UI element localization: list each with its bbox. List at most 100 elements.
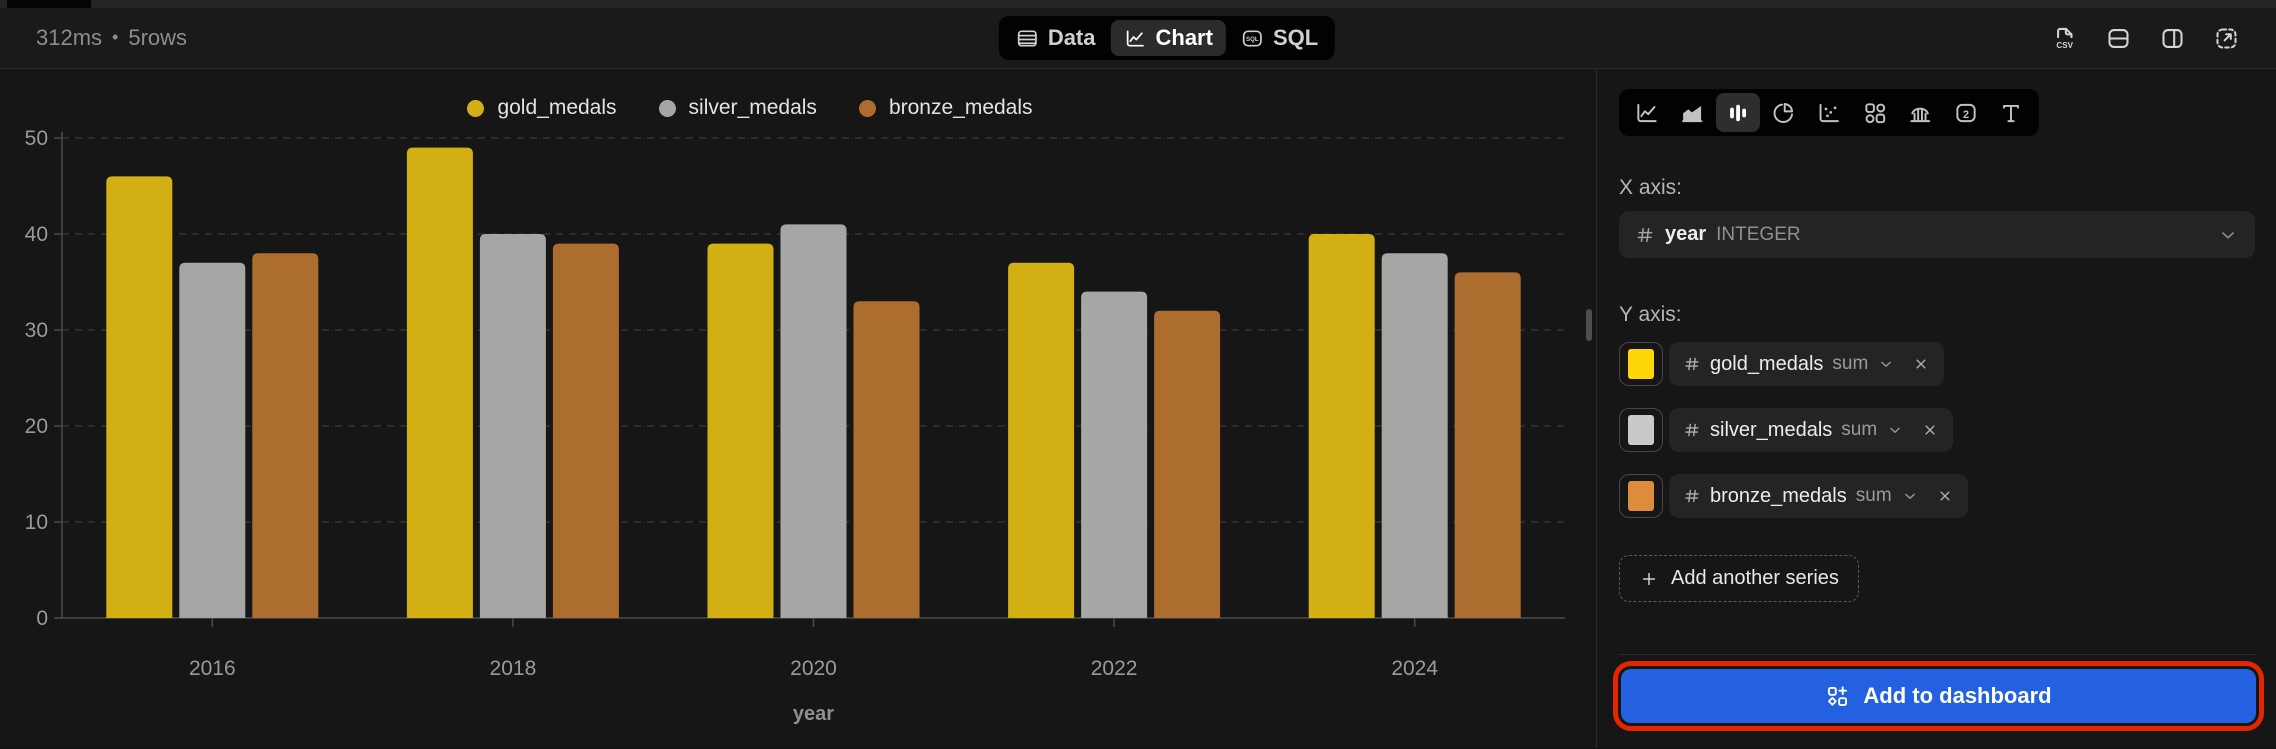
tab-label: SQL bbox=[1272, 25, 1319, 50]
panel-divider bbox=[1619, 654, 2255, 655]
bar-bronze_medals-2018 bbox=[552, 243, 619, 618]
series-color-swatch[interactable] bbox=[1619, 342, 1663, 386]
chevron-down-icon bbox=[1890, 427, 1900, 433]
dashboard-add-icon bbox=[1828, 685, 1848, 706]
legend-dot bbox=[658, 99, 676, 117]
hash-icon bbox=[1685, 423, 1699, 437]
bar-silver_medals-2016 bbox=[179, 262, 246, 618]
svg-text:2: 2 bbox=[1963, 108, 1969, 120]
tab-sql[interactable]: SQL SQL bbox=[1228, 20, 1331, 56]
y-tick-label: 30 bbox=[25, 319, 48, 342]
x-axis-title: year bbox=[793, 703, 834, 725]
chevron-down-icon bbox=[2222, 231, 2234, 239]
cards-icon bbox=[1864, 102, 1885, 123]
remove-series-button[interactable] bbox=[1921, 421, 1939, 439]
main-area: gold_medals silver_medals bronze_medals 0 1… bbox=[0, 69, 2276, 748]
legend-label: bronze_medals bbox=[888, 96, 1033, 119]
chevron-down-icon bbox=[1881, 361, 1892, 367]
chart-type-switcher: 2 bbox=[1619, 89, 2039, 136]
series-color-fill bbox=[1628, 481, 1654, 511]
x-axis-field-type: INTEGER bbox=[1716, 223, 1801, 245]
result-toolbar: 312ms • 5rows Data Chart SQL SQL CSV bbox=[0, 8, 2276, 69]
chart-type-scatter-plot[interactable] bbox=[1807, 93, 1851, 132]
chevron-down-icon[interactable] bbox=[1877, 355, 1895, 373]
window-tab bbox=[7, 0, 91, 8]
hash-icon bbox=[1685, 357, 1699, 371]
scrollbar-thumb[interactable] bbox=[1586, 309, 1592, 341]
chart-legend: gold_medals silver_medals bronze_medals bbox=[0, 96, 1500, 120]
legend-item-bronze_medals: bronze_medals bbox=[858, 96, 1033, 120]
tab-data[interactable]: Data bbox=[1003, 20, 1109, 56]
y-tick-label: 10 bbox=[25, 511, 48, 534]
add-series-button[interactable]: Add another series bbox=[1619, 555, 1859, 602]
legend-label: gold_medals bbox=[497, 96, 617, 119]
legend-item-gold_medals: gold_medals bbox=[467, 96, 617, 120]
add-to-dashboard-button[interactable]: Add to dashboard bbox=[1621, 669, 2256, 723]
x-axis-field-select[interactable]: year INTEGER bbox=[1619, 211, 2255, 258]
series-field-pill[interactable]: silver_medals sum bbox=[1669, 408, 1954, 452]
series-color-fill bbox=[1628, 349, 1654, 379]
bar-silver_medals-2018 bbox=[479, 234, 546, 618]
chart-type-histogram[interactable] bbox=[1898, 93, 1942, 132]
chevron-down-icon[interactable] bbox=[1901, 487, 1919, 505]
chart-type-single-value[interactable]: 2 bbox=[1944, 93, 1988, 132]
chart-type-pie-chart[interactable] bbox=[1761, 93, 1805, 132]
close-icon bbox=[1925, 425, 1935, 435]
query-duration: 312ms bbox=[36, 25, 103, 50]
area-chart-icon bbox=[1682, 105, 1703, 122]
svg-text:CSV: CSV bbox=[2056, 41, 2073, 50]
chevron-down-icon[interactable] bbox=[1886, 421, 1904, 439]
series-aggregation: sum bbox=[1855, 485, 1892, 506]
hash-icon bbox=[1637, 227, 1653, 242]
tab-chart[interactable]: Chart bbox=[1110, 20, 1226, 56]
series-field-name: bronze_medals bbox=[1710, 484, 1847, 507]
chart-type-text[interactable] bbox=[1989, 93, 2033, 132]
remove-series-button[interactable] bbox=[1936, 487, 1954, 505]
series-row-silver_medals: silver_medals sum bbox=[1619, 408, 2255, 452]
bar-chart-icon bbox=[1729, 104, 1746, 121]
series-aggregation: sum bbox=[1841, 419, 1878, 440]
x-axis-field-name: year bbox=[1665, 223, 1707, 245]
y-axis-label: Y axis: bbox=[1619, 303, 1682, 326]
chart-type-cards[interactable] bbox=[1853, 93, 1897, 132]
chart-type-line-chart[interactable] bbox=[1625, 93, 1669, 132]
csv-export-icon: CSV bbox=[2056, 27, 2074, 50]
chart-type-area-chart[interactable] bbox=[1670, 93, 1714, 132]
bar-gold_medals-2024 bbox=[1308, 234, 1375, 618]
y-tick-label: 20 bbox=[25, 415, 48, 438]
series-row-gold_medals: gold_medals sum bbox=[1619, 342, 2255, 386]
close-icon bbox=[1916, 359, 1926, 369]
split-horizontal-button[interactable] bbox=[2105, 25, 2132, 52]
csv-export-button[interactable]: CSV bbox=[2051, 25, 2078, 52]
chevron-down-icon bbox=[1904, 493, 1915, 499]
remove-series-button[interactable] bbox=[1912, 355, 1930, 373]
series-color-swatch[interactable] bbox=[1619, 474, 1663, 518]
sql-icon: SQL bbox=[1242, 29, 1262, 47]
numeric-field-icon bbox=[1683, 487, 1701, 505]
numeric-field-icon bbox=[1683, 421, 1701, 439]
series-field-name: silver_medals bbox=[1710, 418, 1833, 441]
bar-bronze_medals-2022 bbox=[1154, 310, 1221, 618]
legend-dot bbox=[858, 99, 876, 117]
bar-silver_medals-2020 bbox=[780, 224, 847, 618]
chart-config-panel: 2 X axis: year INTEGER Y axis: gold_meda… bbox=[1596, 69, 2276, 748]
single-value-icon: 2 bbox=[1955, 103, 1976, 122]
chart-type-bar-chart[interactable] bbox=[1715, 93, 1760, 132]
series-field-pill[interactable]: bronze_medals sum bbox=[1669, 474, 1968, 518]
plus-icon bbox=[1642, 572, 1656, 585]
numeric-field-icon bbox=[1635, 225, 1655, 245]
series-field-pill[interactable]: gold_medals sum bbox=[1669, 342, 1945, 386]
close-icon bbox=[1940, 491, 1950, 501]
bar-bronze_medals-2016 bbox=[252, 253, 319, 618]
chevron-down-icon bbox=[2217, 224, 2239, 246]
y-tick-label: 0 bbox=[36, 607, 48, 630]
legend-label: silver_medals bbox=[688, 96, 817, 119]
expand-button[interactable] bbox=[2213, 25, 2240, 52]
line-chart-icon bbox=[1126, 29, 1144, 47]
x-tick-label: 2018 bbox=[490, 657, 537, 680]
split-vertical-button[interactable] bbox=[2159, 25, 2186, 52]
bar-gold_medals-2022 bbox=[1008, 262, 1075, 618]
series-color-swatch[interactable] bbox=[1619, 408, 1663, 452]
y-tick-label: 50 bbox=[25, 127, 48, 150]
bar-silver_medals-2022 bbox=[1081, 291, 1148, 618]
